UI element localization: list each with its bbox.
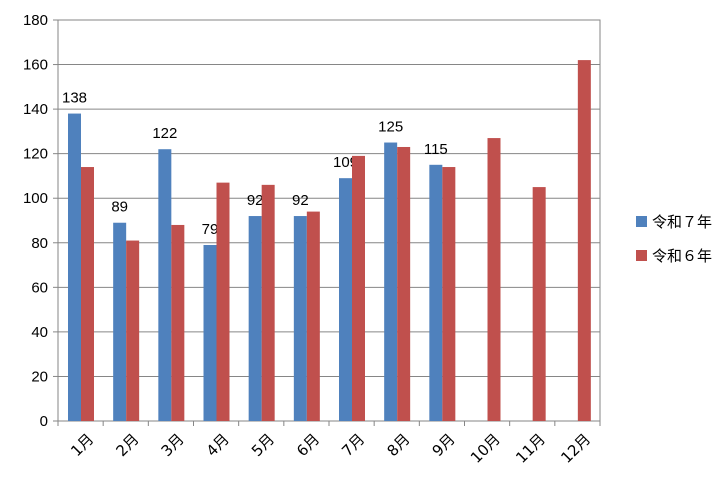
data-label: 125 [378, 119, 403, 136]
x-tick-label: 8月 [383, 430, 413, 460]
data-label: 92 [292, 192, 309, 209]
x-tick-label: 11月 [512, 430, 549, 467]
y-tick-label: 100 [23, 190, 48, 207]
bar-series2 [306, 211, 320, 421]
plot-area [57, 19, 601, 422]
bar-series1 [248, 216, 262, 421]
y-tick-label: 160 [23, 57, 48, 74]
bar-series1 [384, 142, 398, 421]
y-tick-label: 60 [31, 279, 48, 296]
data-label: 138 [62, 90, 87, 107]
x-tick-label: 6月 [293, 430, 323, 460]
bar-series2 [216, 182, 230, 421]
bar-series2 [577, 60, 591, 421]
x-tick-label: 9月 [429, 430, 459, 460]
x-tick-label: 10月 [467, 430, 504, 467]
bar-series2 [126, 240, 140, 421]
y-tick-label: 40 [31, 324, 48, 341]
bar-series2 [171, 224, 185, 421]
bar-series1 [203, 245, 217, 421]
bar-series1 [68, 113, 81, 422]
bar-series1 [339, 178, 352, 421]
data-label: 92 [247, 192, 264, 209]
y-tick-label: 120 [23, 146, 48, 163]
bar-series2 [532, 187, 546, 421]
y-tick-label: 140 [23, 101, 48, 118]
y-tick-label: 80 [31, 235, 48, 252]
bar-series2 [442, 167, 456, 421]
bar-series2 [487, 138, 501, 422]
bar-series1 [158, 149, 172, 421]
data-label: 89 [111, 199, 128, 216]
legend-swatch [636, 250, 647, 261]
data-label: 79 [202, 221, 219, 238]
x-tick-label: 2月 [112, 430, 142, 460]
bar-series1 [293, 216, 307, 421]
y-tick-label: 0 [40, 413, 48, 430]
bar-series1 [429, 164, 443, 422]
x-tick-label: 3月 [158, 430, 188, 460]
legend-label: 令和６年 [652, 247, 712, 265]
data-label: 109 [333, 154, 358, 171]
x-tick-label: 4月 [203, 430, 233, 460]
x-tick-label: 7月 [338, 430, 368, 460]
bar-series2 [352, 155, 365, 421]
data-label: 115 [424, 141, 448, 158]
x-tick-label: 12月 [557, 430, 594, 467]
x-tick-label: 1月 [67, 430, 97, 460]
bar-series2 [261, 184, 275, 421]
y-tick-label: 20 [31, 368, 48, 385]
x-tick-label: 5月 [248, 430, 278, 460]
bar-series2 [81, 167, 94, 421]
legend-label: 令和７年 [652, 213, 712, 231]
bar-series2 [397, 146, 411, 421]
legend-swatch [636, 216, 647, 227]
y-tick-label: 180 [23, 12, 48, 29]
data-label: 122 [152, 125, 177, 142]
bar-series1 [113, 222, 127, 421]
